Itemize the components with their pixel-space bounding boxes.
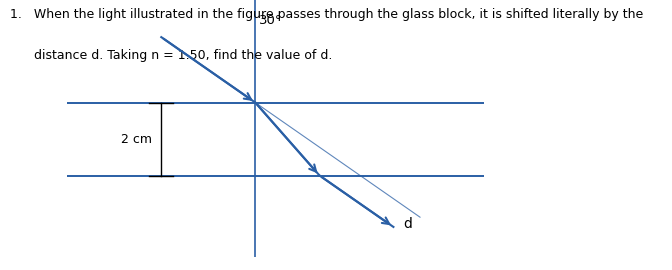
Text: 2 cm: 2 cm — [121, 133, 152, 146]
Text: 30°: 30° — [259, 14, 282, 27]
Text: d: d — [403, 217, 413, 231]
Text: 1.   When the light illustrated in the figure passes through the glass block, it: 1. When the light illustrated in the fig… — [10, 8, 643, 21]
Text: distance d. Taking n = 1.50, find the value of d.: distance d. Taking n = 1.50, find the va… — [10, 49, 333, 62]
